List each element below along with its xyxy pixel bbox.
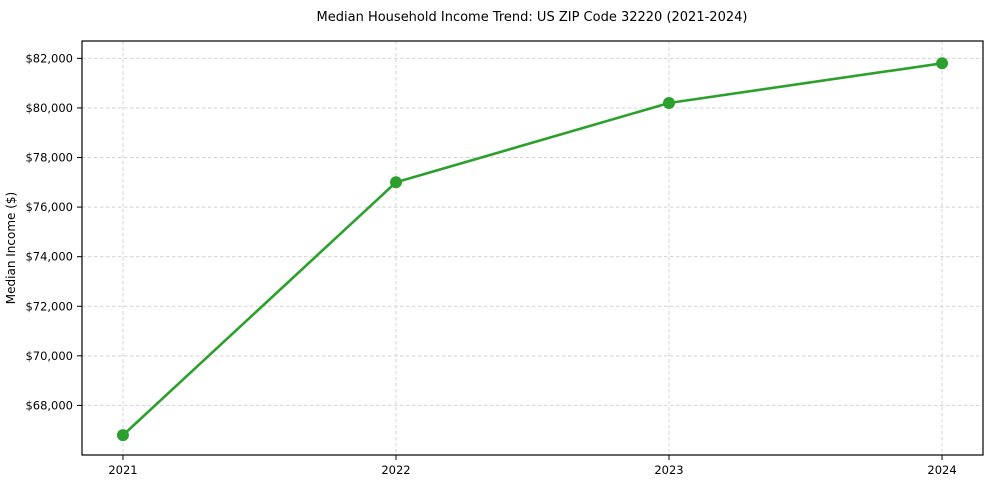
x-tick-label: 2021	[108, 463, 137, 477]
axis-layer: $68,000 $70,000 $72,000 $74,000 $76,000 $78,0…	[25, 40, 984, 477]
x-tick-label: 2024	[927, 463, 956, 477]
y-tick-label: $76,000	[25, 200, 73, 214]
trend-line	[121, 62, 944, 437]
grid-layer	[82, 41, 983, 455]
y-tick-label: $78,000	[25, 151, 73, 165]
data-point	[663, 96, 676, 109]
y-tick-label: $70,000	[25, 349, 73, 363]
y-tick-label: $68,000	[25, 398, 73, 412]
y-tick-label: $82,000	[25, 51, 73, 65]
y-tick-label: $72,000	[25, 299, 73, 313]
data-point	[389, 176, 402, 189]
data-point	[936, 57, 949, 70]
chart-title: Median Household Income Trend: US ZIP Co…	[317, 10, 748, 25]
data-point	[116, 429, 129, 442]
y-axis-title: Median Income ($)	[4, 192, 18, 304]
y-tick-label: $74,000	[25, 250, 73, 264]
x-tick-label: 2023	[654, 463, 683, 477]
plot-border	[81, 40, 984, 456]
y-tick-label: $80,000	[25, 101, 73, 115]
series-layer	[116, 57, 949, 442]
x-tick-label: 2022	[381, 463, 410, 477]
